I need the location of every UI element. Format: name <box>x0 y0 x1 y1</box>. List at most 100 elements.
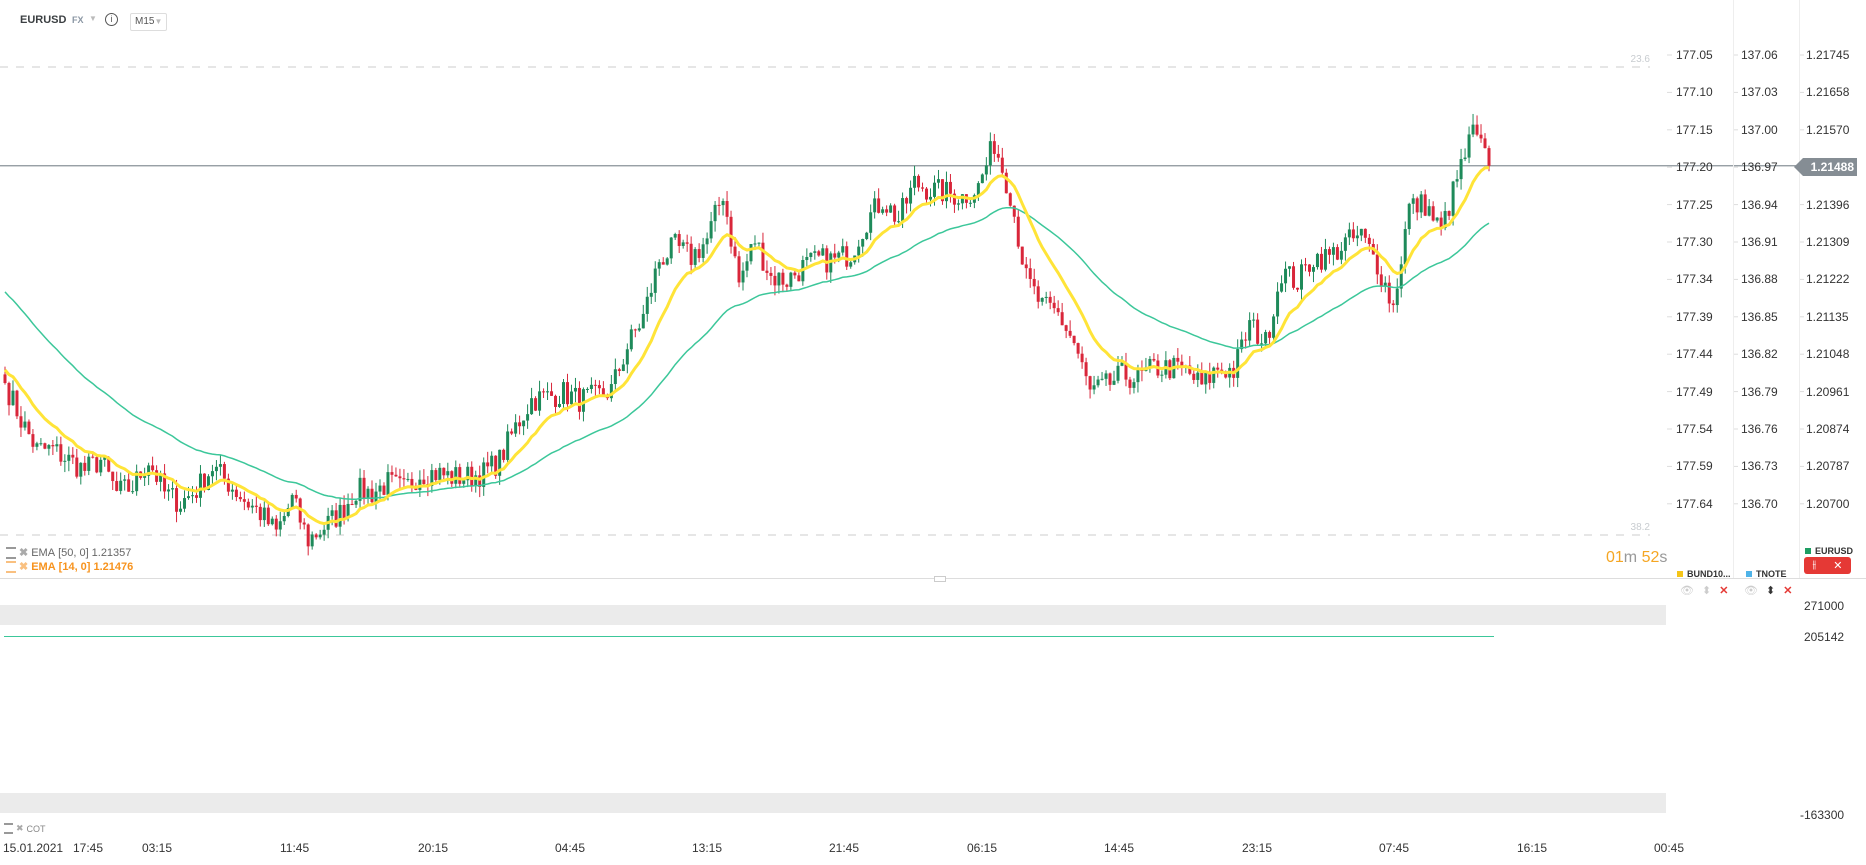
candle-body <box>1044 296 1048 298</box>
timer-min-unit: m <box>1623 549 1638 566</box>
axis-tick-eurusd: 1.21396 <box>1806 197 1850 212</box>
eye-icon[interactable]: 👁 <box>1680 585 1694 597</box>
candle-body <box>454 467 458 484</box>
candle-body <box>713 204 717 222</box>
candle-body <box>1335 247 1339 260</box>
axis-tick-tnote: 136.70 <box>1741 496 1778 511</box>
candle-body <box>394 474 398 477</box>
candle-body <box>1032 278 1036 287</box>
candle-body <box>1311 267 1315 272</box>
timer-minutes: 01 <box>1606 549 1624 566</box>
timeframe-select[interactable]: M15▼ <box>130 13 168 31</box>
candle-body <box>701 244 705 258</box>
candle-body <box>897 221 901 223</box>
candle-body <box>1439 217 1443 229</box>
instrument-eurusd[interactable]: EURUSD <box>1805 546 1853 556</box>
indicator-legend-ema14[interactable]: ✖ EMA [14, 0] 1.21476 <box>6 560 133 573</box>
eurusd-controls[interactable]: ⫲ ✕ <box>1804 557 1851 574</box>
indicator-settings-icon[interactable] <box>6 560 16 573</box>
time-tick: 11:45 <box>280 841 310 855</box>
symbol-title[interactable]: EURUSD <box>20 14 67 26</box>
candle-body <box>917 175 921 188</box>
timeframe-value: M15 <box>135 16 155 27</box>
market-dropdown-icon[interactable]: ▼ <box>89 14 97 23</box>
remove-indicator-icon[interactable]: ✖ <box>19 561 29 573</box>
candle-body <box>238 497 242 500</box>
candle-body <box>266 507 270 525</box>
candle-body <box>1100 378 1104 380</box>
candle-body <box>657 262 661 269</box>
candle-body <box>1004 172 1008 194</box>
candle-body <box>450 471 454 484</box>
candle-body <box>163 473 167 492</box>
candle-body <box>885 209 889 213</box>
indicator-legend-ema50[interactable]: ✖ EMA [50, 0] 1.21357 <box>6 546 131 559</box>
candle-body <box>171 488 175 490</box>
cot-tick: 271000 <box>1804 599 1845 613</box>
remove-indicator-icon[interactable]: ✖ <box>16 823 24 833</box>
candle-body <box>561 382 565 404</box>
reorder-icon[interactable]: ⬍ <box>1765 585 1776 597</box>
close-icon[interactable]: ✕ <box>1783 585 1793 597</box>
candle-body <box>1008 193 1012 206</box>
candle-body <box>569 391 573 405</box>
candle-body <box>1411 198 1415 204</box>
close-icon[interactable]: ✕ <box>1719 585 1729 597</box>
candle-body <box>797 275 801 282</box>
candle-body <box>841 246 845 253</box>
candle-body <box>1479 134 1483 139</box>
candle-body <box>434 470 438 481</box>
candle-body <box>55 444 59 447</box>
candlestick-icon[interactable]: ⫲ <box>1812 559 1817 571</box>
pane-resize-handle[interactable] <box>934 576 946 582</box>
cot-legend[interactable]: ✖ COT <box>4 823 46 834</box>
candle-body <box>506 431 510 460</box>
candle-body <box>1407 203 1411 230</box>
eye-icon[interactable]: 👁 <box>1744 585 1758 597</box>
candle-body <box>1391 303 1395 306</box>
instrument-tnote[interactable]: TNOTE <box>1746 569 1787 579</box>
candle-body <box>837 252 841 258</box>
indicator-settings-icon[interactable] <box>6 546 16 559</box>
candle-body <box>482 462 486 487</box>
candle-body <box>430 470 434 486</box>
candle-body <box>358 477 362 501</box>
market-label[interactable]: FX <box>72 15 84 25</box>
remove-indicator-icon[interactable]: ✖ <box>19 547 29 559</box>
candle-body <box>805 256 809 261</box>
candle-body <box>1327 249 1331 255</box>
indicator-settings-icon[interactable] <box>4 823 13 834</box>
info-icon[interactable]: i <box>105 13 118 26</box>
candle-body <box>250 505 254 508</box>
candle-body <box>290 494 294 508</box>
candle-body <box>1379 274 1383 287</box>
candle-body <box>354 500 358 505</box>
candle-body <box>952 193 956 205</box>
candle-body <box>546 391 550 393</box>
axis-tick-tnote: 136.85 <box>1741 309 1778 324</box>
candle-body <box>107 457 111 472</box>
candle-body <box>565 382 569 405</box>
pane-divider[interactable] <box>0 578 1866 579</box>
candle-body <box>1443 211 1447 229</box>
close-icon[interactable]: ✕ <box>1833 560 1843 572</box>
candle-body <box>262 507 266 521</box>
candle-body <box>665 258 669 265</box>
fib-label: 38.2 <box>1631 522 1651 533</box>
candle-body <box>693 249 697 265</box>
candle-body <box>1343 237 1347 251</box>
instrument-bund[interactable]: BUND10... <box>1677 569 1731 579</box>
candle-body <box>1024 264 1028 269</box>
candle-body <box>633 329 637 331</box>
candle-body <box>59 444 63 462</box>
color-swatch <box>1746 571 1752 577</box>
candle-body <box>374 491 378 503</box>
time-tick: 04:45 <box>555 841 586 855</box>
reorder-icon[interactable]: ⬍ <box>1701 585 1712 597</box>
candle-body <box>466 466 470 481</box>
candle-body <box>35 443 39 447</box>
candle-body <box>1399 264 1403 289</box>
candle-body <box>741 270 745 283</box>
axis-separator <box>1733 0 1734 578</box>
